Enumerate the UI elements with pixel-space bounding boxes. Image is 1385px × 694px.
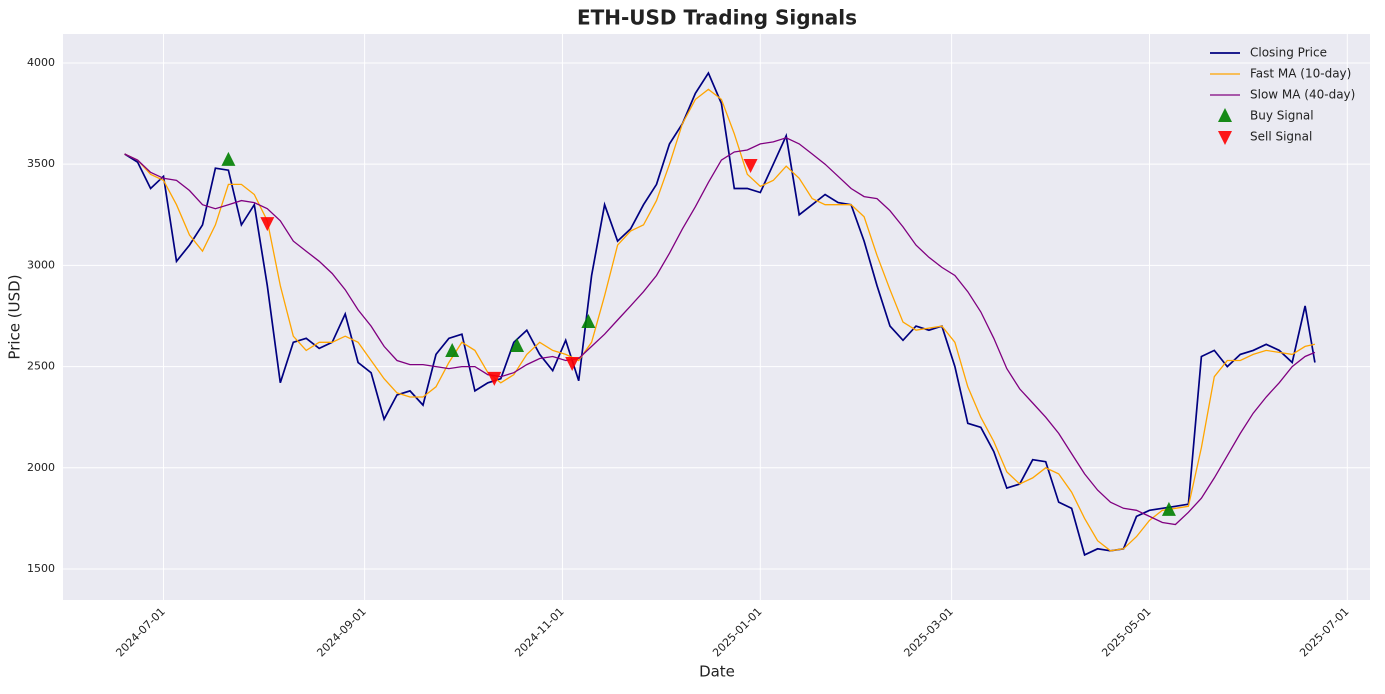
x-axis-label: Date xyxy=(699,663,735,681)
signal-marker xyxy=(1161,501,1176,516)
signal-marker xyxy=(221,151,236,166)
x-tick-label: 2024-09-01 xyxy=(314,605,368,659)
y-axis-label: Price (USD) xyxy=(6,274,24,359)
price-line xyxy=(124,137,1316,526)
x-tick-label: 2024-11-01 xyxy=(512,605,566,659)
y-tick-label: 2500 xyxy=(27,360,55,373)
y-tick-label: 4000 xyxy=(27,56,55,69)
plot-area xyxy=(63,34,1370,600)
legend: Closing Price Fast MA (10-day) Slow MA (40… xyxy=(1210,46,1355,145)
x-tick-label: 2024-07-01 xyxy=(113,605,167,659)
signal-marker xyxy=(445,343,460,358)
price-line xyxy=(124,88,1316,552)
legend-marker xyxy=(1218,108,1232,122)
x-tick-label: 2025-03-01 xyxy=(901,605,955,659)
signal-marker xyxy=(565,356,580,371)
legend-label: Fast MA (10-day) xyxy=(1250,67,1351,81)
y-tick-label: 1500 xyxy=(27,562,55,575)
signal-marker xyxy=(487,371,502,386)
legend-label: Slow MA (40-day) xyxy=(1250,88,1355,102)
legend-label: Buy Signal xyxy=(1250,109,1314,123)
legend-marker xyxy=(1218,131,1232,145)
x-tick-label: 2025-01-01 xyxy=(710,605,764,659)
chart-title: ETH-USD Trading Signals xyxy=(577,6,857,30)
y-tick-label: 2000 xyxy=(27,461,55,474)
y-tick-label: 3500 xyxy=(27,157,55,170)
signal-marker xyxy=(260,217,275,232)
plot-marks xyxy=(124,71,1316,557)
signal-marker xyxy=(743,158,758,173)
legend-label: Closing Price xyxy=(1250,46,1327,60)
y-tick-label: 3000 xyxy=(27,258,55,271)
legend-label: Sell Signal xyxy=(1250,130,1312,144)
signal-marker xyxy=(510,337,525,352)
x-tick-label: 2025-07-01 xyxy=(1297,605,1351,659)
x-tick-label: 2025-05-01 xyxy=(1099,605,1153,659)
signal-marker xyxy=(581,314,596,329)
